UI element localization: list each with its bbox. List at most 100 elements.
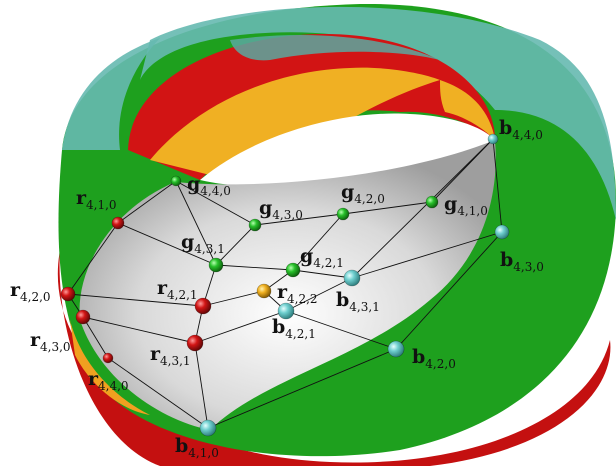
edge-b421-b431	[285, 277, 353, 312]
torus-orange-sliver	[70, 320, 150, 415]
label-sub-r431: 4,3,1	[160, 354, 191, 368]
edge-b421-b420	[285, 310, 397, 350]
label-g421: g4,2,1	[300, 245, 344, 270]
node-r440	[102, 352, 114, 364]
label-sub-g421: 4,2,1	[313, 256, 344, 270]
edge-r430-r431	[82, 316, 196, 344]
label-g410: g4,1,0	[444, 193, 488, 218]
label-base-r440: r	[88, 368, 99, 390]
label-base-r431: r	[150, 343, 161, 365]
edge-r421-r422	[202, 290, 265, 307]
edge-r430-r440	[82, 316, 109, 359]
node-r420	[60, 286, 76, 302]
torus-hole-gold-stripe-2	[440, 80, 495, 140]
node-g431	[208, 257, 224, 273]
label-sub-g430: 4,3,0	[272, 208, 303, 222]
edge-b430-b420	[395, 231, 503, 350]
node-r410	[111, 216, 125, 230]
edge-b420-b410	[207, 348, 397, 429]
label-base-b421: b	[272, 316, 285, 338]
label-sub-b440: 4,4,0	[512, 128, 543, 142]
label-b421: b4,2,1	[272, 316, 316, 341]
node-b431	[343, 269, 361, 287]
edge-g440-g430	[175, 180, 256, 226]
edge-r420-r421	[67, 293, 204, 307]
graph-nodes	[60, 133, 510, 437]
torus-hole-teal-shade	[230, 34, 440, 61]
label-sub-b410: 4,1,0	[188, 446, 219, 460]
label-base-g431: g	[181, 231, 194, 253]
label-base-r421: r	[157, 277, 168, 299]
label-sub-r422: 4,2,2	[287, 292, 318, 306]
label-base-b410: b	[175, 435, 188, 457]
label-sub-b420: 4,2,0	[425, 357, 456, 371]
label-base-r430: r	[30, 329, 41, 351]
label-r440: r4,4,0	[88, 368, 129, 393]
label-base-g410: g	[444, 193, 457, 215]
label-base-g440: g	[187, 173, 200, 195]
node-g420	[336, 207, 350, 221]
label-sub-b430: 4,3,0	[513, 260, 544, 274]
label-r431: r4,3,1	[150, 343, 191, 368]
edge-g440-r410	[117, 180, 177, 224]
torus-teal-band	[140, 6, 616, 220]
label-base-g420: g	[341, 181, 354, 203]
edge-b431-b440	[351, 138, 494, 279]
edge-g430-g420	[254, 213, 344, 226]
label-g430: g4,3,0	[259, 197, 303, 222]
node-r431	[186, 334, 204, 352]
node-b440	[487, 133, 499, 145]
edge-r410-r420	[67, 222, 119, 295]
edge-r440-b410	[107, 357, 209, 429]
label-base-r420: r	[10, 279, 21, 301]
label-base-b420: b	[412, 346, 425, 368]
label-base-g430: g	[259, 197, 272, 219]
label-sub-g431: 4,3,1	[194, 242, 225, 256]
label-sub-r421: 4,2,1	[167, 288, 198, 302]
label-b430: b4,3,0	[500, 249, 544, 274]
edge-g420-g410	[342, 201, 433, 215]
node-b410	[199, 419, 217, 437]
edge-g431-r410	[117, 222, 217, 266]
node-g430	[248, 218, 262, 232]
torus-hole-gold-stripe	[150, 67, 440, 175]
node-b421	[277, 302, 295, 320]
label-base-r410: r	[76, 187, 87, 209]
label-g440: g4,4,0	[187, 173, 231, 198]
label-g431: g4,3,1	[181, 231, 225, 256]
label-r430: r4,3,0	[30, 329, 71, 354]
node-b420	[387, 340, 405, 358]
edge-g440-g431	[175, 180, 217, 266]
edge-g431-g421	[215, 264, 294, 271]
node-g440	[170, 175, 182, 187]
label-base-b431: b	[336, 289, 349, 311]
label-r421: r4,2,1	[157, 277, 198, 302]
node-r430	[75, 309, 91, 325]
edge-r431-b410	[194, 342, 209, 429]
node-b430	[494, 224, 510, 240]
label-r410: r4,1,0	[76, 187, 117, 212]
label-b431: b4,3,1	[336, 289, 380, 314]
label-base-b440: b	[499, 117, 512, 139]
edge-b431-b430	[351, 231, 503, 279]
graph-edges	[67, 138, 503, 429]
torus-hole-opening	[200, 113, 495, 187]
node-r421	[194, 297, 212, 315]
graph-labels: g4,4,0g4,3,0g4,2,0 g4,1,0g4,3,1 g4,2,1r4,1…	[10, 117, 544, 460]
edge-r431-b421	[194, 310, 287, 344]
label-b420: b4,2,0	[412, 346, 456, 371]
label-r422: r4,2,2	[277, 281, 318, 306]
node-r422	[256, 283, 272, 299]
label-b410: b4,1,0	[175, 435, 219, 460]
label-sub-b431: 4,3,1	[349, 300, 380, 314]
label-sub-g420: 4,2,0	[354, 192, 385, 206]
edge-b440-b430	[492, 138, 503, 233]
label-base-g421: g	[300, 245, 313, 267]
edge-g430-g431	[215, 224, 256, 266]
label-b440: b4,4,0	[499, 117, 543, 142]
label-sub-r440: 4,4,0	[98, 379, 129, 393]
torus-surface	[57, 3, 616, 466]
torus-teal-band-left	[62, 38, 160, 150]
label-base-r422: r	[277, 281, 288, 303]
